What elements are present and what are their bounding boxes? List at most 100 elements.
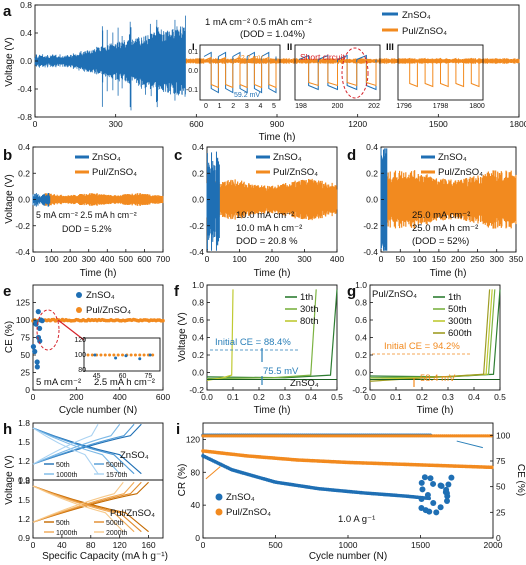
x-tick-label: 100 xyxy=(44,254,58,264)
x-tick-label: 200 xyxy=(63,254,77,264)
charge-top-3 xyxy=(32,423,99,465)
x-tick-label: 900 xyxy=(270,119,284,129)
x-tick-label: 0 xyxy=(31,254,36,264)
y-tick-label: 0.6 xyxy=(192,315,204,325)
failure-point-znso4 xyxy=(430,480,437,487)
y-tick-label: 1.0 xyxy=(192,280,204,290)
y2-tick-label: 100 xyxy=(496,430,510,440)
data-point-pul xyxy=(161,318,165,323)
series-1th xyxy=(206,289,338,379)
series-pul-b xyxy=(44,192,164,207)
failure-point-znso4 xyxy=(448,474,455,481)
legend-label-1570th: 1570th xyxy=(106,472,128,479)
failure-point-znso4 xyxy=(424,491,431,498)
x-tick-label: 300 xyxy=(297,254,311,264)
inset-trace-a2 xyxy=(298,54,377,91)
legend-label-znso4-b: ZnSO₄ xyxy=(92,152,121,163)
x-axis-label-b: Time (h) xyxy=(80,268,117,279)
y-tick-label: 0.8 xyxy=(20,0,32,10)
y-tick-label: 100 xyxy=(16,315,30,325)
charge-bottom-3 xyxy=(32,481,124,523)
legend-label-znso4-d: ZnSO₄ xyxy=(438,152,467,163)
cr-point-pul xyxy=(490,465,494,470)
condition-text-b2: DOD = 5.2% xyxy=(62,224,112,234)
y-tick-label: 1.0 xyxy=(355,280,367,290)
legend-marker-pul-e xyxy=(76,307,82,313)
y-tick-label: 0.0 xyxy=(192,195,204,205)
failure-point-znso4 xyxy=(419,486,426,493)
y-tick-label: 50 xyxy=(21,350,31,360)
y-tick-label: 0.8 xyxy=(192,298,204,308)
panel-f: f Voltage (V) -0.20.00.20.40.60.81.0 0.0… xyxy=(174,280,343,416)
y2-tick-label: 50 xyxy=(496,482,506,492)
discharge-bottom-3 xyxy=(32,485,124,533)
legend-marker-pul-i xyxy=(215,508,223,516)
y-ticks-f: -0.2 0.0 0.2 0.4 0.6 0.8 1.0 xyxy=(189,280,210,395)
voltage-annotation-f: 75.5 mV xyxy=(263,366,299,377)
y-tick-label: 0.4 xyxy=(366,142,378,152)
inset-trace-a3 xyxy=(401,57,480,88)
inset-tick-label: 3 xyxy=(245,103,249,110)
legend-label-znso4-c: ZnSO₄ xyxy=(273,152,302,163)
legend-label-50th: 50th xyxy=(56,462,70,469)
y-tick-label: 1.5 xyxy=(18,495,30,505)
condition-text-c3: DOD = 20.8 % xyxy=(236,236,298,247)
y-ticks-h: 0.9 0.9 1.2 1.2 1.5 1.5 1.8 1.8 xyxy=(18,418,30,543)
x-ticks-a: 0 300 600 900 1200 1500 1800 xyxy=(33,114,526,129)
x-ticks-f: 0.0 0.1 0.2 0.3 0.4 0.5 xyxy=(201,387,343,402)
x-tick-label: 300 xyxy=(82,254,96,264)
x-tick-label: 0.0 xyxy=(364,392,376,402)
x-axis-label-d: Time (h) xyxy=(430,268,467,279)
y-ticks-i: 0 40 80 120 xyxy=(186,434,206,543)
panel-label-i: i xyxy=(176,421,180,438)
legend-label-pul-c: Pul/ZnSO₄ xyxy=(273,167,318,178)
legend-label-600th: 600th xyxy=(448,328,472,339)
y-tick-label: -0.8 xyxy=(17,112,32,122)
y-ticks-e: 0 25 50 75 100 125 xyxy=(16,298,36,395)
series-znso4-c xyxy=(206,151,220,251)
y-axis-label-i: CR (%) xyxy=(177,464,188,497)
legend-label-znso4-i: ZnSO₄ xyxy=(226,492,255,503)
series-30th xyxy=(206,289,317,380)
inset-ticks-a3: 1796 1798 1800 xyxy=(396,103,485,110)
x-ticks-g: 0.0 0.1 0.2 0.3 0.4 0.5 xyxy=(364,387,506,402)
legend-marker-znso4-e xyxy=(76,292,82,298)
y-ticks-d: -0.4 -0.2 0.0 0.2 0.4 xyxy=(363,142,384,257)
legend-marker-znso4-i xyxy=(215,493,223,501)
inset-y-tick-label: 100 xyxy=(74,352,86,359)
y-tick-label: -0.4 xyxy=(363,247,378,257)
panel-i: i CR (%) CE (%) 0 40 80 120 0 25 50 75 100 0 500… xyxy=(176,421,526,562)
inset-point-znso4 xyxy=(138,357,142,361)
y-tick-label: 1.5 xyxy=(18,437,30,447)
inset-point-pul xyxy=(116,353,120,357)
y-ticks-a: -0.8 -0.4 0.0 0.4 0.8 xyxy=(17,0,38,122)
y-ticks-g: -0.2 0.0 0.2 0.4 0.6 0.8 1.0 xyxy=(352,280,373,395)
voltage-annotation-g: 58.4 mV xyxy=(420,373,456,384)
inset-point-pul xyxy=(133,353,137,357)
y-tick-label: 1.2 xyxy=(18,456,30,466)
x-tick-label: 200 xyxy=(451,254,465,264)
arrow-ce xyxy=(456,440,483,449)
failure-point-znso4 xyxy=(421,474,428,481)
failure-point-znso4 xyxy=(437,504,444,511)
data-point-znso4 xyxy=(37,325,43,331)
inset-point-pul xyxy=(112,353,116,357)
y-tick-label: -0.4 xyxy=(15,247,30,257)
failure-point-znso4 xyxy=(433,509,440,516)
inset-point-pul xyxy=(90,353,94,357)
y-tick-label: 0.4 xyxy=(192,142,204,152)
inset-ticks-a1: 0 1 2 3 4 5 -0.1 0.0 0.1 xyxy=(186,49,276,110)
inset-y-tick-label: 120 xyxy=(74,337,86,344)
legend-label-500th: 500th xyxy=(106,520,124,527)
failure-point-znso4 xyxy=(444,497,451,504)
inset-series-pul xyxy=(298,58,377,87)
y-tick-label: 0.8 xyxy=(355,298,367,308)
x-tick-label: 150 xyxy=(432,254,446,264)
panel-e: e CE (%) 0 25 50 75 100 125 0 200 400 600 Cycle … xyxy=(3,283,170,416)
x-tick-label: 0.2 xyxy=(253,392,265,402)
x-tick-label: 40 xyxy=(57,540,67,550)
inset-point-pul xyxy=(129,353,133,357)
inset-point-pul xyxy=(108,353,112,357)
x-tick-label: 0 xyxy=(31,540,36,550)
